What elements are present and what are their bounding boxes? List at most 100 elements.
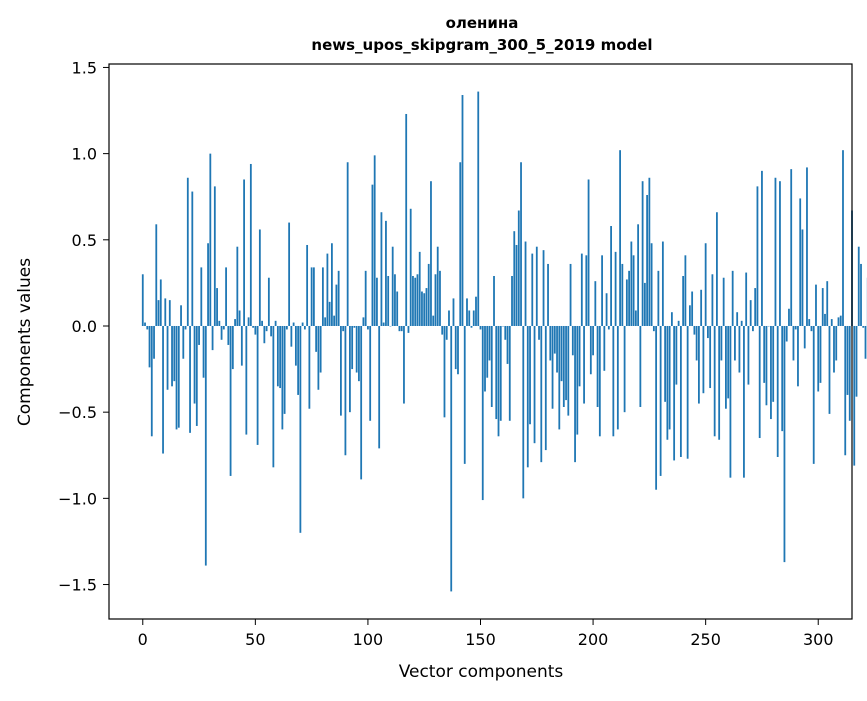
bar-54 [263, 326, 265, 343]
bar-265 [739, 326, 741, 373]
bar-106 [381, 212, 383, 326]
bar-155 [491, 326, 493, 407]
bar-234 [669, 326, 671, 429]
bar-136 [448, 310, 450, 326]
bar-256 [718, 326, 720, 440]
bar-70 [299, 326, 301, 533]
bar-257 [721, 326, 723, 360]
x-tick-label: 200 [578, 630, 609, 649]
bar-6 [155, 224, 157, 326]
bar-142 [462, 95, 464, 326]
bar-66 [290, 326, 292, 347]
bar-240 [682, 276, 684, 326]
bar-32 [214, 186, 216, 326]
bar-113 [396, 292, 398, 326]
bar-173 [531, 254, 533, 326]
bar-277 [766, 326, 768, 405]
bar-128 [430, 181, 432, 326]
bar-143 [464, 326, 466, 464]
bar-189 [567, 326, 569, 416]
bar-218 [633, 255, 635, 326]
bar-314 [849, 326, 851, 421]
bar-271 [752, 326, 754, 331]
bar-291 [797, 326, 799, 386]
bar-78 [317, 326, 319, 390]
bar-126 [426, 288, 428, 326]
bar-227 [653, 326, 655, 331]
bar-167 [518, 211, 520, 326]
bar-9 [162, 326, 164, 454]
bar-204 [601, 255, 603, 326]
bar-57 [270, 326, 272, 336]
bar-43 [239, 310, 241, 326]
x-tick-label: 100 [353, 630, 384, 649]
bar-51 [257, 326, 259, 445]
bar-12 [169, 300, 171, 326]
bar-207 [608, 326, 610, 329]
bar-206 [606, 293, 608, 326]
bar-75 [311, 267, 313, 326]
plot-frame [109, 64, 852, 619]
bar-153 [486, 326, 488, 378]
bar-37 [225, 267, 227, 326]
bar-45 [243, 179, 245, 326]
bar-63 [284, 326, 286, 414]
bar-86 [336, 285, 338, 326]
bar-272 [754, 288, 756, 326]
bar-90 [345, 326, 347, 455]
bar-219 [635, 310, 637, 326]
bar-159 [500, 326, 502, 421]
bar-23 [194, 326, 196, 404]
bar-162 [507, 326, 509, 364]
bar-321 [865, 326, 867, 359]
bar-105 [378, 326, 380, 448]
bar-161 [504, 326, 506, 340]
bar-175 [536, 247, 538, 326]
bar-31 [212, 326, 214, 350]
bar-15 [176, 326, 178, 429]
bar-237 [675, 326, 677, 385]
bar-250 [705, 243, 707, 326]
bar-246 [696, 326, 698, 360]
bar-25 [198, 326, 200, 345]
bar-243 [689, 305, 691, 326]
bar-233 [666, 326, 668, 440]
bars [142, 92, 867, 592]
bar-306 [831, 319, 833, 326]
bar-149 [477, 92, 479, 326]
bar-138 [453, 298, 455, 326]
bar-88 [340, 326, 342, 416]
bar-147 [473, 310, 475, 326]
bar-245 [693, 326, 695, 335]
bar-286 [786, 326, 788, 342]
bar-73 [306, 245, 308, 326]
y-tick-label: 1.5 [72, 58, 97, 77]
bar-316 [853, 326, 855, 466]
bar-185 [558, 326, 560, 429]
bar-168 [520, 162, 522, 326]
bar-42 [236, 247, 238, 326]
bar-100 [367, 326, 369, 329]
bar-249 [703, 326, 705, 393]
bar-195 [581, 254, 583, 326]
bar-111 [392, 247, 394, 326]
bar-266 [741, 321, 743, 326]
bar-203 [599, 326, 601, 436]
bar-228 [655, 326, 657, 490]
bar-91 [347, 162, 349, 326]
bar-208 [610, 226, 612, 326]
y-axis-label: Components values [15, 258, 35, 426]
bar-308 [835, 326, 837, 360]
bar-254 [714, 326, 716, 436]
bar-64 [286, 326, 288, 329]
bar-109 [387, 276, 389, 326]
bar-174 [534, 326, 536, 443]
bar-294 [804, 326, 806, 348]
bar-310 [840, 316, 842, 326]
bar-38 [227, 326, 229, 345]
bar-164 [511, 276, 513, 326]
bar-248 [700, 290, 702, 326]
bar-74 [308, 326, 310, 409]
bar-99 [365, 271, 367, 326]
bar-252 [709, 326, 711, 388]
